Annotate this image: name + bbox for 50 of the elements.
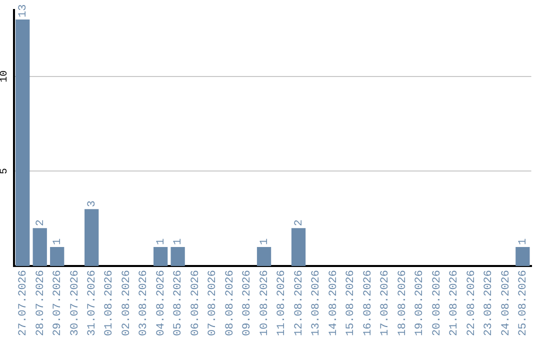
bar: [516, 247, 530, 266]
x-tick-label: 13.08.2026: [310, 270, 323, 336]
x-tick-label: 28.07.2026: [34, 270, 47, 336]
bar: [256, 247, 272, 266]
x-tick-label: 11.08.2026: [276, 270, 288, 336]
data-label: 2: [293, 219, 306, 226]
x-tick-label: 09.08.2026: [242, 270, 254, 336]
x-tick-label: 30.07.2026: [69, 270, 82, 336]
x-tick-label: 21.08.2026: [448, 270, 461, 336]
data-label: 2: [34, 219, 47, 226]
x-tick-label: 15.08.2026: [345, 270, 358, 336]
x-tick-label: 06.08.2026: [190, 270, 202, 336]
bar: [170, 247, 185, 266]
bar: [50, 247, 64, 266]
bar: [16, 19, 30, 266]
x-tick-label: 25.08.2026: [518, 270, 530, 336]
x-tick-label: 31.07.2026: [86, 270, 98, 336]
y-tick-label: 10: [0, 70, 11, 82]
x-tick-label: 03.08.2026: [138, 270, 150, 336]
x-tick-label: 14.08.2026: [328, 270, 340, 336]
x-tick-label: 18.08.2026: [396, 270, 409, 336]
data-label: 1: [518, 238, 530, 246]
x-tick-label: 16.08.2026: [362, 270, 374, 336]
x-tick-label: 12.08.2026: [293, 270, 306, 336]
x-tick-label: 07.08.2026: [207, 270, 220, 336]
bar: [291, 228, 306, 266]
x-tick-label: 23.08.2026: [483, 270, 496, 336]
data-label: 1: [172, 238, 185, 246]
x-tick-label: 19.08.2026: [414, 270, 426, 336]
data-label: 1: [258, 238, 271, 246]
x-tick-label: 08.08.2026: [224, 270, 236, 336]
x-tick-label: 24.08.2026: [500, 270, 512, 336]
x-tick-label: 22.08.2026: [466, 270, 478, 336]
x-tick-label: 04.08.2026: [155, 270, 168, 336]
x-tick-label: 17.08.2026: [380, 270, 392, 336]
data-label: 1: [155, 238, 168, 246]
bar: [153, 247, 168, 266]
data-label: 3: [86, 200, 98, 208]
bar: [84, 209, 99, 266]
data-label: 13: [18, 4, 30, 18]
x-tick-label: 20.08.2026: [431, 270, 444, 336]
x-tick-label: 02.08.2026: [120, 270, 133, 336]
x-tick-label: 05.08.2026: [172, 270, 185, 336]
x-tick-label: 27.07.2026: [18, 270, 30, 336]
data-label: 1: [52, 238, 64, 246]
y-tick-label: 5: [0, 168, 11, 174]
bar: [32, 228, 47, 266]
x-tick-label: 01.08.2026: [104, 270, 116, 336]
x-tick-label: 29.07.2026: [52, 270, 64, 336]
x-tick-label: 10.08.2026: [258, 270, 271, 336]
